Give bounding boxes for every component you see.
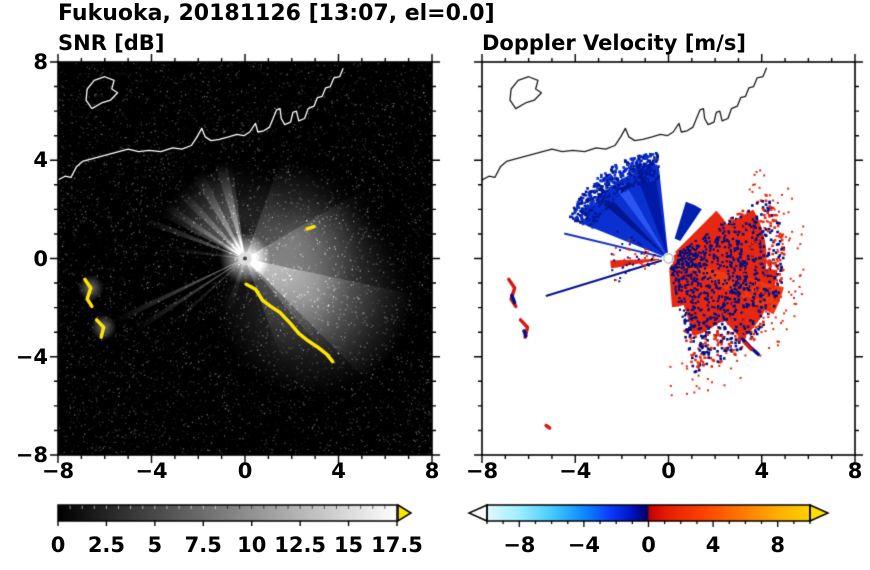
colorbar-tick-label: 10 [237, 533, 267, 557]
velocity-colorbar [460, 500, 838, 530]
y-tick-label: 8 [33, 50, 48, 74]
velocity-colorbar-labels: −8 −4 0 4 8 [487, 533, 810, 559]
snr-colorbar-labels: 0 2.5 5 7.5 10 12.5 15 17.5 [51, 533, 423, 559]
velocity-ppi-plot [472, 52, 865, 465]
snr-panel-title: SNR [dB] [58, 31, 165, 55]
y-tick-label: −8 [15, 443, 48, 467]
x-tick-label: −4 [135, 459, 168, 483]
colorbar-tick-label: 2.5 [87, 533, 126, 557]
colorbar-tick-label: 0 [50, 533, 66, 557]
x-tick-label: 4 [331, 459, 346, 483]
x-tick-label: −8 [41, 459, 75, 483]
colorbar-tick-label: 4 [705, 533, 721, 557]
snr-y-axis: 8 4 0 −4 −8 [6, 50, 48, 467]
colorbar-tick-label: 12.5 [274, 533, 327, 557]
snr-ppi-plot [48, 52, 442, 465]
velocity-x-axis: −8 −4 0 4 8 [466, 459, 862, 485]
y-tick-label: 0 [33, 246, 48, 271]
x-tick-label: −4 [559, 459, 592, 483]
snr-colorbar [56, 500, 416, 530]
colorbar-tick-label: 5 [147, 533, 163, 557]
colorbar-tick-label: −8 [503, 533, 536, 557]
colorbar-tick-label: 17.5 [371, 533, 423, 557]
colorbar-tick-label: 7.5 [184, 533, 222, 557]
x-tick-label: 0 [661, 459, 676, 483]
colorbar-tick-label: −4 [567, 533, 600, 557]
x-tick-label: 8 [424, 459, 440, 483]
snr-x-axis: −8 −4 0 4 8 [42, 459, 439, 485]
y-tick-label: −4 [15, 344, 48, 369]
colorbar-tick-label: 8 [770, 533, 785, 557]
x-tick-label: −8 [465, 459, 499, 483]
colorbar-tick-label: 15 [333, 533, 364, 557]
x-tick-label: 8 [847, 459, 863, 483]
x-tick-label: 4 [754, 459, 770, 483]
y-tick-label: 4 [33, 148, 48, 173]
colorbar-tick-label: 0 [641, 533, 656, 557]
velocity-panel-title: Doppler Velocity [m/s] [482, 31, 746, 55]
figure-title: Fukuoka, 20181126 [13:07, el=0.0] [58, 1, 495, 26]
x-tick-label: 0 [237, 459, 253, 483]
